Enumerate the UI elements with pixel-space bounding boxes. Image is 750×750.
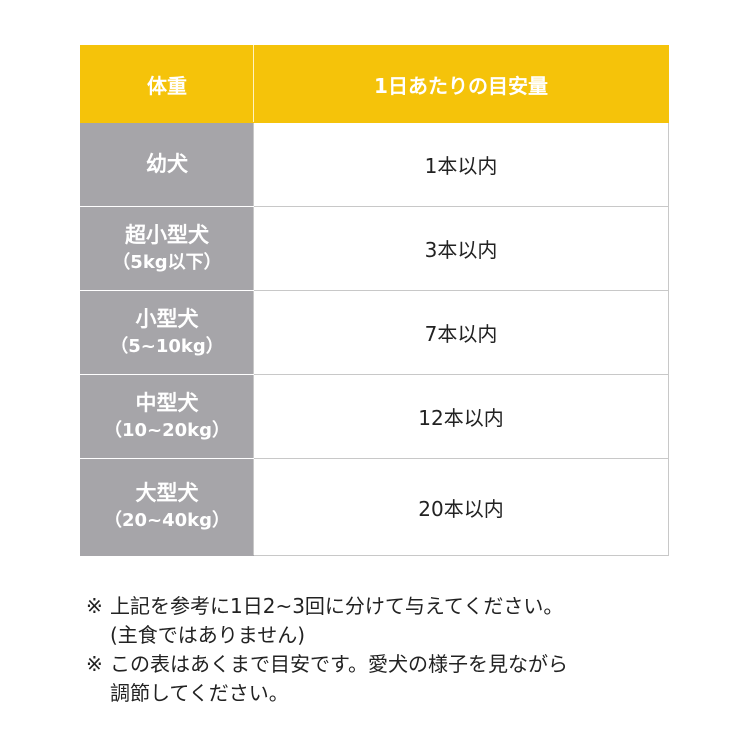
amount-cell: 1本以内 — [253, 122, 669, 207]
note-text: この表はあくまで目安です。愛犬の様子を見ながら — [110, 652, 568, 676]
weight-range: （5~10kg） — [110, 335, 224, 357]
weight-cell: 超小型犬 （5kg以下） — [80, 206, 254, 291]
weight-range: （10~20kg） — [103, 419, 231, 441]
weight-label: 中型犬 — [135, 390, 199, 415]
weight-label: 大型犬 — [135, 481, 199, 505]
table-row: 幼犬 1本以内 — [80, 122, 669, 207]
note-feeding: ※ 上記を参考に1日2~3回に分けて与えてください。 (主食ではありません) — [86, 592, 568, 650]
feeding-guide-table: 体重 1日あたりの目安量 幼犬 1本以内 超小型犬 （5kg以下） 3本以内 小型… — [80, 45, 669, 556]
weight-range: （20~40kg） — [103, 510, 231, 531]
note-mark: ※ — [86, 652, 103, 676]
amount-cell: 3本以内 — [253, 206, 669, 291]
note-text-cont: (主食ではありません) — [110, 623, 306, 647]
note-text: 上記を参考に1日2~3回に分けて与えてください。 — [110, 594, 564, 618]
weight-label: 幼犬 — [146, 152, 188, 176]
notes: ※ 上記を参考に1日2~3回に分けて与えてください。 (主食ではありません) ※ こ… — [86, 592, 568, 708]
weight-cell: 小型犬 （5~10kg） — [80, 290, 254, 375]
note-guideline: ※ この表はあくまで目安です。愛犬の様子を見ながら 調節してください。 — [86, 650, 568, 708]
table-row: 超小型犬 （5kg以下） 3本以内 — [80, 206, 669, 291]
table-row: 中型犬 （10~20kg） 12本以内 — [80, 374, 669, 459]
table-header-row: 体重 1日あたりの目安量 — [80, 45, 669, 123]
amount-cell: 20本以内 — [253, 458, 669, 556]
weight-label: 超小型犬 — [125, 222, 209, 247]
note-mark: ※ — [86, 594, 103, 618]
table-row: 大型犬 （20~40kg） 20本以内 — [80, 458, 669, 556]
weight-cell: 中型犬 （10~20kg） — [80, 374, 254, 459]
amount-cell: 7本以内 — [253, 290, 669, 375]
table-row: 小型犬 （5~10kg） 7本以内 — [80, 290, 669, 375]
weight-cell: 大型犬 （20~40kg） — [80, 458, 254, 556]
header-weight: 体重 — [80, 45, 254, 123]
weight-cell: 幼犬 — [80, 122, 254, 207]
weight-range: （5kg以下） — [112, 251, 222, 273]
note-text-cont: 調節してください。 — [110, 681, 289, 705]
header-daily-amount: 1日あたりの目安量 — [253, 45, 669, 123]
weight-label: 小型犬 — [135, 306, 199, 331]
amount-cell: 12本以内 — [253, 374, 669, 459]
